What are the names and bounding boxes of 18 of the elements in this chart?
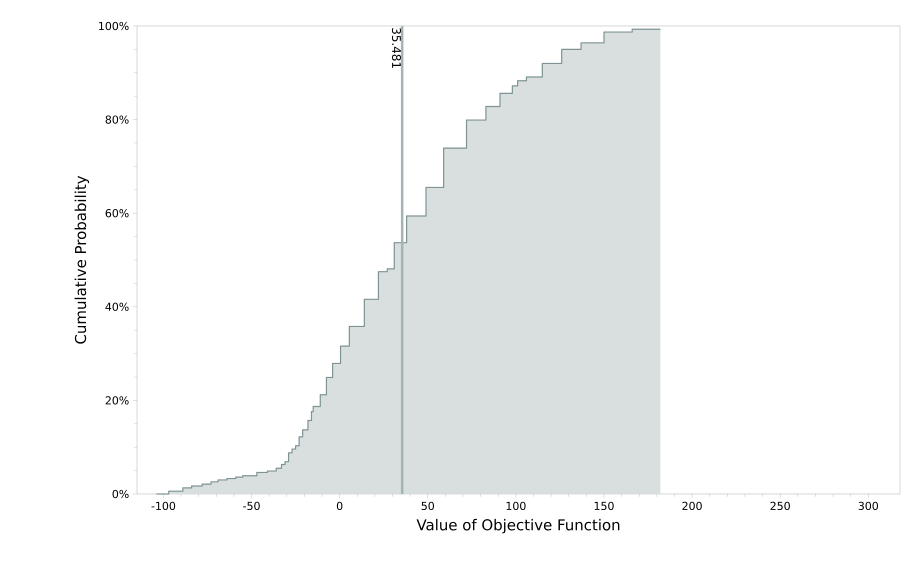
x-tick-label: -50 [243, 502, 260, 510]
y-tick-label: 40% [105, 302, 129, 311]
x-tick-label: 300 [858, 502, 878, 510]
x-tick-label: -100 [152, 502, 176, 510]
x-axis-title: Value of Objective Function [416, 518, 620, 534]
x-tick-label: 250 [770, 502, 790, 510]
y-tick-label: 0% [112, 490, 129, 498]
y-tick-label: 20% [106, 396, 129, 405]
x-tick-label: 50 [422, 502, 434, 510]
y-tick-label: 100% [99, 22, 129, 30]
y-tick-label: 60% [106, 209, 129, 218]
y-tick-label: 80% [106, 115, 129, 124]
x-tick-label: 100 [506, 502, 526, 510]
x-tick-label: 0 [336, 502, 342, 510]
x-tick-label: 200 [682, 502, 702, 510]
y-axis-title: Cumulative Probability [74, 176, 90, 344]
ref-line-label: 35.481 [392, 28, 401, 68]
x-tick-label: 150 [594, 502, 614, 510]
